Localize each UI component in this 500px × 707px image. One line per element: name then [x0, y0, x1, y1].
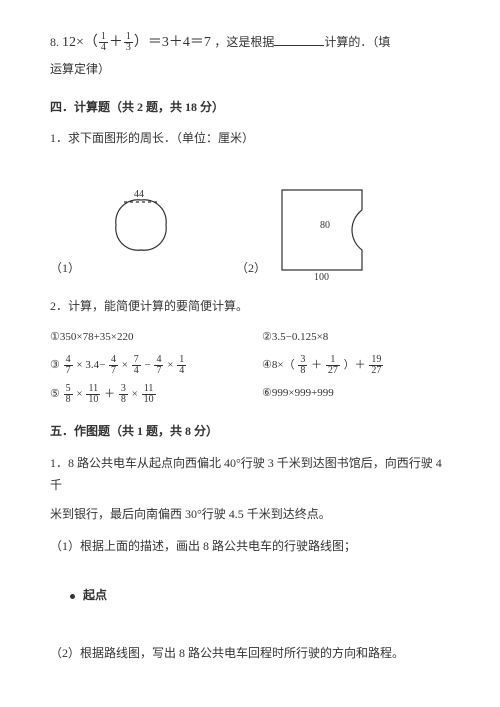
s5-q1-l2: 米到银行，最后向南偏西 30°行驶 4.5 千米到达终点。 [50, 504, 450, 526]
origin-label: 起点 [83, 588, 107, 602]
q8-num: 8. [50, 35, 59, 49]
fig1-label: （1） [50, 258, 80, 280]
section4-title: 四．计算题（共 2 题，共 18 分） [50, 97, 450, 119]
s5-sub1: （1）根据上面的描述，画出 8 路公共电车的行驶路线图； [50, 536, 450, 558]
q8-expr: 12×（14＋13）＝3＋4＝7 [62, 35, 214, 50]
figure-1-svg: 44 [86, 170, 196, 280]
s5-q1-l1: 1．8 路公共电车从起点向西偏北 40°行驶 3 千米到达图书馆后，向西行驶 4… [50, 453, 450, 496]
fig2-label: （2） [236, 258, 266, 280]
fig2-h-text: 80 [320, 220, 330, 231]
calc-4: ④8×（ 38 ＋ 127 ）＋ 1927 [262, 355, 450, 376]
s5-sub2: （2）根据路线图，写出 8 路公共电车回程时所行驶的方向和路程。 [50, 643, 450, 665]
figure-2-svg: 80 100 [272, 180, 382, 280]
figure-1-wrap: （1） 44 [50, 170, 196, 280]
s4-q1: 1．求下面图形的周长．（单位：厘米） [50, 128, 450, 150]
figure-2-wrap: （2） 80 100 [236, 180, 382, 280]
calc-3: ③ 47 × 3.4− 47 × 74 − 47 × 14 [50, 355, 238, 376]
origin-dot-icon [70, 594, 75, 599]
calc-5: ⑤ 58 × 1110 ＋ 38 × 1110 [50, 384, 238, 405]
fig2-w-text: 100 [314, 272, 329, 280]
calc-1: ①350×78+35×220 [50, 328, 238, 348]
q8-line2: 运算定律） [50, 59, 450, 81]
q8-line1: 8. 12×（14＋13）＝3＋4＝7 ，这是根据计算的．（填 [50, 30, 450, 55]
fig1-dim-text: 44 [134, 189, 144, 200]
blank-fill [274, 32, 324, 46]
calc-2: ②3.5−0.125×8 [262, 328, 450, 348]
s4-q2: 2．计算，能简便计算的要简便计算。 [50, 296, 450, 318]
calc-grid: ①350×78+35×220 ②3.5−0.125×8 ③ 47 × 3.4− … [50, 328, 450, 406]
calc-6: ⑥999×999+999 [262, 384, 450, 405]
section5-title: 五．作图题（共 1 题，共 8 分） [50, 421, 450, 443]
origin-row: 起点 [70, 585, 450, 607]
figures-row: （1） 44 （2） 80 100 [50, 170, 450, 280]
